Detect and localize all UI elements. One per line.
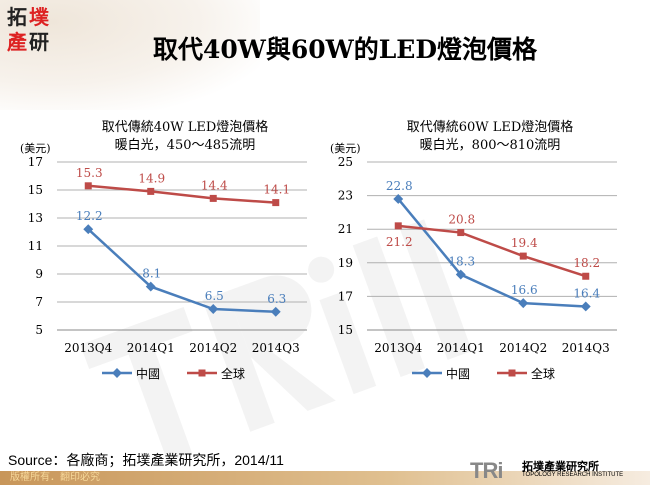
logo: 拓墣產研	[6, 5, 50, 55]
x-tick-label: 2014Q3	[252, 341, 300, 355]
series-line	[397, 198, 586, 308]
logo-char: 拓	[7, 5, 27, 29]
y-tick-label: 9	[35, 267, 43, 281]
data-label: 15.3	[76, 166, 103, 180]
logo-char: 研	[29, 30, 49, 54]
chart2-ylabel: (美元)	[330, 142, 361, 155]
data-label: 8.1	[142, 267, 161, 281]
legend-label: 全球	[221, 366, 245, 381]
y-tick-label: 7	[35, 295, 43, 309]
y-tick-label: 11	[28, 239, 43, 253]
y-tick-label: 21	[338, 222, 353, 236]
tri-name-cn: 拓墣產業研究所	[522, 460, 599, 473]
chart1-subtitle: 暖白光，450～485流明	[114, 138, 256, 153]
data-point	[519, 252, 527, 260]
logo-char: 產	[7, 30, 27, 54]
tri-logo: TRi 拓墣產業研究所 TOPOLOGY RESEARCH INSTITUTE	[470, 458, 645, 483]
source-note: Source：各廠商；拓墣產業研究所，2014/11	[8, 452, 284, 468]
data-point	[518, 298, 529, 309]
chart1-ylabel: (美元)	[20, 142, 51, 155]
x-tick-label: 2014Q2	[499, 341, 547, 355]
y-tick-label: 15	[28, 183, 43, 197]
y-tick-label: 17	[338, 289, 353, 303]
data-label: 21.2	[386, 235, 413, 249]
y-tick-label: 23	[338, 189, 353, 203]
legend-marker	[508, 369, 516, 377]
data-label: 20.8	[448, 213, 475, 227]
data-point	[145, 281, 156, 292]
copyright: 版權所有．翻印必究	[10, 472, 100, 483]
data-label: 16.6	[511, 283, 538, 297]
data-point	[580, 301, 591, 312]
data-label: 12.2	[76, 209, 103, 223]
data-point	[84, 182, 92, 190]
y-tick-label: 25	[338, 155, 353, 169]
y-tick-label: 15	[338, 323, 353, 337]
data-point	[393, 194, 404, 204]
data-point	[272, 199, 280, 207]
y-tick-label: 17	[28, 155, 43, 169]
y-tick-label: 5	[35, 323, 43, 337]
data-label: 14.4	[201, 178, 228, 192]
logo-char: 墣	[29, 5, 49, 29]
x-tick-label: 2014Q1	[127, 341, 175, 355]
footer-bar: 版權所有．翻印必究	[0, 471, 650, 485]
chart2-subtitle: 暖白光，800～810流明	[419, 138, 561, 153]
chart1-title: 取代傳統40W LED燈泡價格 暖白光，450～485流明	[60, 119, 310, 155]
data-label: 6.5	[205, 289, 224, 303]
data-label: 18.3	[448, 255, 475, 269]
data-point	[582, 272, 590, 280]
x-tick-label: 2013Q4	[64, 341, 112, 355]
legend-marker	[198, 369, 206, 377]
data-label: 22.8	[386, 179, 413, 193]
series-line	[88, 184, 276, 204]
data-label: 14.1	[263, 183, 290, 197]
data-label: 6.3	[267, 292, 286, 306]
chart1-title-text: 取代傳統40W LED燈泡價格	[101, 120, 269, 135]
legend-marker	[112, 368, 122, 378]
chart2-title-text: 取代傳統60W LED燈泡價格	[406, 120, 574, 135]
x-tick-label: 2014Q3	[562, 341, 610, 355]
data-point	[209, 194, 217, 202]
page-title: 取代40W與60W的LED燈泡價格	[152, 35, 538, 64]
data-point	[455, 269, 466, 280]
x-tick-label: 2014Q1	[437, 341, 485, 355]
series-line	[398, 224, 587, 278]
data-point	[270, 306, 281, 317]
tri-mark: TRi	[470, 458, 503, 483]
data-label: 16.4	[573, 286, 600, 300]
data-point	[394, 222, 402, 230]
data-point	[208, 304, 219, 314]
data-point	[83, 224, 94, 235]
x-tick-label: 2014Q2	[189, 341, 237, 355]
legend-label: 全球	[531, 366, 555, 381]
data-point	[457, 229, 465, 237]
background-map	[0, 0, 260, 110]
legend-marker	[422, 368, 432, 378]
data-label: 19.4	[511, 236, 538, 250]
charts: 5 7 9 11 13 15 17 2013Q4 2014Q1 2014Q2 2014Q3 12.2 8…	[28, 155, 617, 381]
y-tick-label: 19	[338, 256, 353, 270]
data-point	[147, 187, 155, 195]
series-line	[87, 228, 276, 314]
x-tick-label: 2013Q4	[374, 341, 422, 355]
chart2-title: 取代傳統60W LED燈泡價格 暖白光，800～810流明	[365, 119, 615, 155]
y-tick-label: 13	[28, 211, 43, 225]
tri-name-en: TOPOLOGY RESEARCH INSTITUTE	[522, 472, 624, 478]
legend-label: 中國	[136, 366, 160, 381]
legend-label: 中國	[446, 366, 470, 381]
data-label: 14.9	[138, 171, 165, 185]
data-label: 18.2	[573, 256, 600, 270]
